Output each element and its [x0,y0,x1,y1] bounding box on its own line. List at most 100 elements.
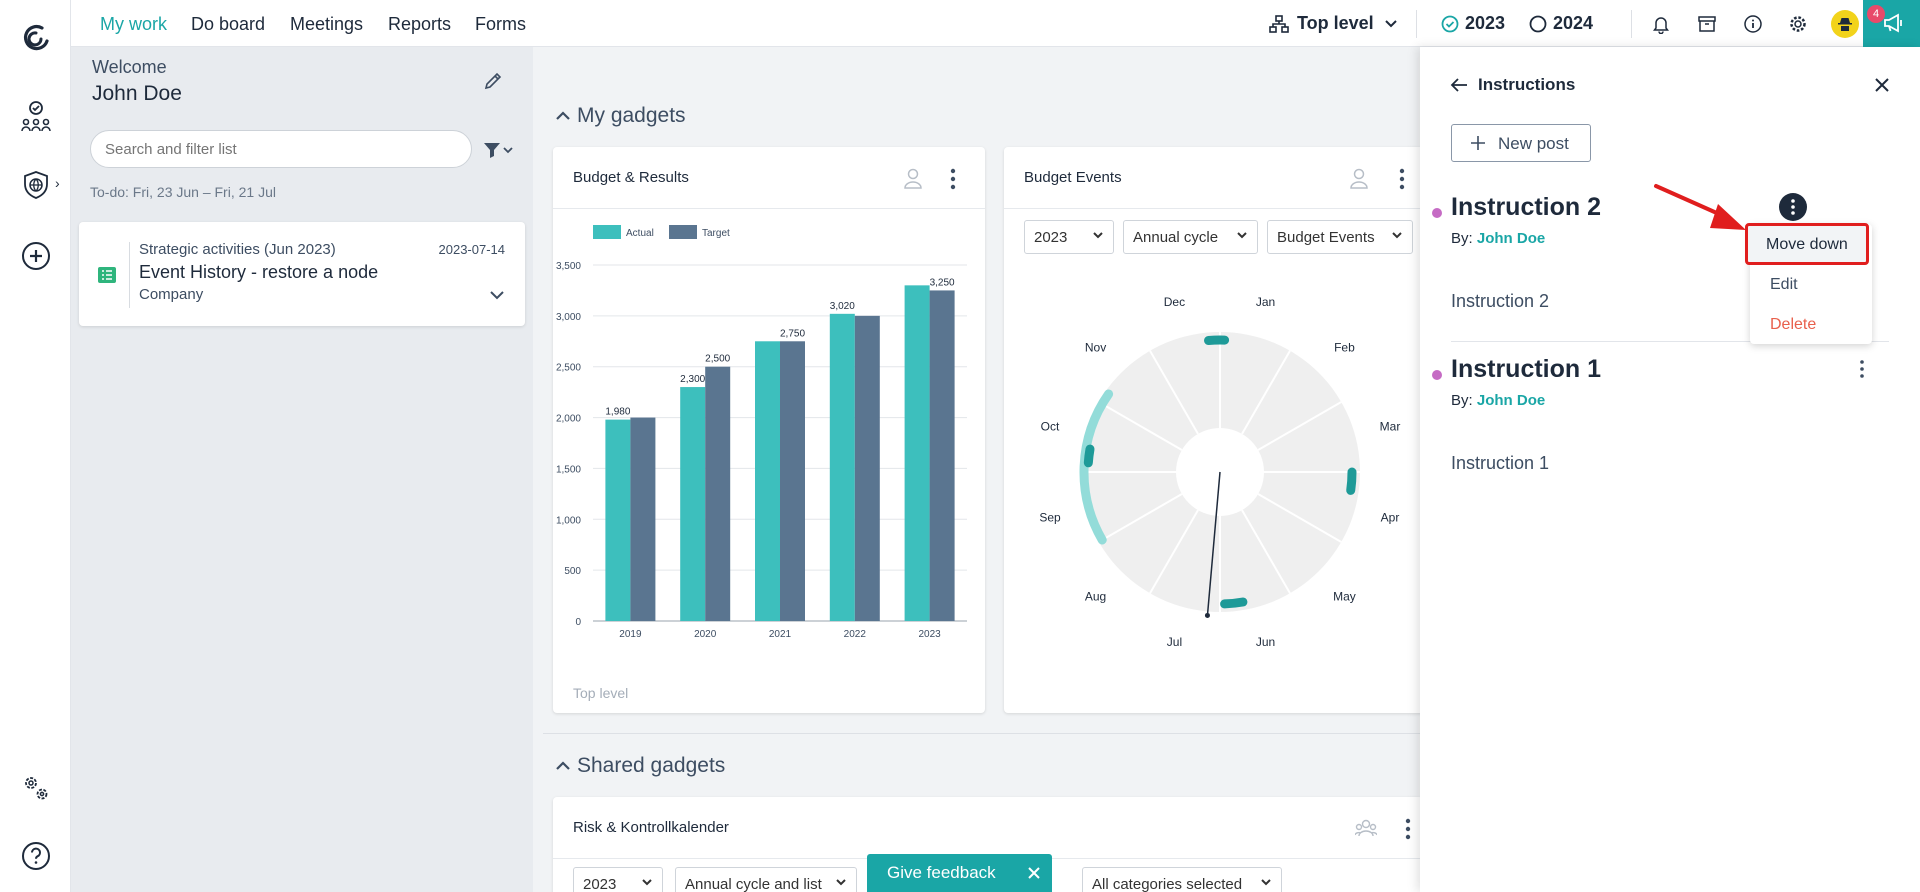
kebab-menu-icon[interactable] [1399,168,1405,190]
events-select[interactable]: Budget Events [1267,220,1413,254]
globe-shield-icon[interactable] [18,167,54,203]
close-icon[interactable] [1875,78,1889,92]
month-divider [1098,493,1183,543]
chevron-down-icon [642,879,652,886]
data-label: 2,750 [780,328,805,339]
collapse-chevron-icon[interactable] [555,760,571,772]
year-2023-label: 2023 [1465,13,1506,33]
data-label: 3,020 [830,301,855,312]
chevron-down-icon [836,879,846,886]
x-tick-label: 2021 [769,629,792,640]
delete-menu-item[interactable]: Delete [1750,308,1872,342]
nav-forms[interactable]: Forms [475,14,526,34]
panel-title: Instructions [1478,75,1576,94]
add-circle-icon[interactable] [18,238,54,274]
bell-icon[interactable] [1651,0,1671,47]
legend-swatch [593,225,621,239]
edit-pencil-icon[interactable] [483,71,503,91]
post-dot [1432,208,1442,218]
bar-target [630,417,656,621]
annotation-arrow-icon [1654,184,1746,230]
nav-do-board[interactable]: Do board [191,14,266,34]
risk-year-value: 2023 [583,876,617,892]
collapse-chevron-icon[interactable] [555,110,571,122]
team-goals-icon[interactable] [18,98,54,134]
post-author-link[interactable]: John Doe [1476,230,1546,247]
filter-icon[interactable] [482,140,514,160]
level-selector[interactable]: Top level [1269,0,1398,47]
y-tick-label: 2,000 [556,414,581,425]
bar-chart: 0 500 1,000 1,500 2,000 2,500 3,000 3,500 Actual… [556,225,967,640]
kebab-menu-icon[interactable] [950,168,956,190]
post-dot [1432,370,1442,380]
risk-categories-value: All categories selected [1092,876,1243,892]
app-sidebar: › [0,0,71,892]
archive-icon[interactable] [1697,0,1717,47]
risk-cycle-select[interactable]: Annual cycle and list [675,867,857,892]
expand-chevron-icon[interactable]: › [55,175,60,191]
bar-target [780,341,805,621]
kebab-menu-icon[interactable] [1859,360,1865,378]
period-arc [1079,389,1114,545]
instructions-panel: Instructions New post Instruction 2 By: … [1420,47,1920,892]
month-label: Nov [1085,341,1106,355]
chevron-down-icon [1093,232,1103,239]
y-tick-label: 1,500 [556,464,581,475]
post-title: Instruction 1 [1451,355,1602,383]
edit-menu-item[interactable]: Edit [1750,268,1872,302]
post-context-menu: Move down Edit Delete [1745,223,1872,344]
todo-range: To-do: Fri, 23 Jun – Fri, 21 Jul [90,184,276,200]
month-label: May [1333,589,1356,603]
give-feedback-button[interactable]: Give feedback [867,854,1052,892]
new-post-button[interactable]: New post [1451,124,1591,162]
year-2024-label: 2024 [1553,13,1594,33]
person-icon[interactable] [1349,168,1369,190]
task-title[interactable]: Event History - restore a node [139,262,379,282]
y-tick-label: 500 [564,566,581,577]
x-tick-label: 2022 [844,629,867,640]
list-icon [98,267,116,283]
cycle-select[interactable]: Annual cycle [1123,220,1258,254]
empty-circle-icon [1529,15,1547,32]
info-icon[interactable] [1743,0,1763,47]
legend-label: Actual [626,228,654,239]
legend-label: Target [702,228,730,239]
chevron-down-icon [1261,879,1271,886]
user-avatar[interactable] [1831,0,1859,47]
feedback-label: Give feedback [887,863,996,882]
help-icon[interactable] [18,838,54,874]
task-date: 2023-07-14 [438,242,506,257]
bar-actual [904,285,930,621]
app-logo-icon[interactable] [18,20,54,56]
post-author-link[interactable]: John Doe [1476,392,1546,409]
person-icon[interactable] [903,168,923,190]
gear-icon[interactable] [1788,0,1808,47]
year-2023-toggle[interactable]: 2023 [1441,0,1505,47]
annual-cycle-wheel[interactable]: Jan Feb Mar Apr May Jun Jul Aug Sep Oct Nov Dec [1004,267,1424,707]
back-arrow-icon[interactable] [1450,77,1468,93]
y-tick-label: 0 [575,617,581,628]
announcements-button[interactable]: 4 [1863,0,1920,47]
kebab-menu-icon[interactable] [1405,818,1411,840]
chevron-down-icon [1237,232,1247,239]
year-2024-toggle[interactable]: 2024 [1529,0,1593,47]
nav-meetings[interactable]: Meetings [290,14,364,34]
risk-categories-select[interactable]: All categories selected [1082,867,1282,892]
y-tick-label: 2,500 [556,363,581,374]
settings-gears-icon[interactable] [18,770,54,806]
risk-year-select[interactable]: 2023 [573,867,663,892]
month-label: Feb [1334,341,1355,355]
close-icon[interactable] [1028,867,1040,879]
nav-reports[interactable]: Reports [388,14,452,34]
month-divider [1149,509,1199,594]
move-down-menu-item[interactable]: Move down [1745,223,1869,265]
expand-chevron-down-icon[interactable] [489,290,505,300]
search-input[interactable] [90,130,472,168]
task-card[interactable]: Strategic activities (Jun 2023) 2023-07-… [79,222,525,326]
cycle-select-value: Annual cycle [1133,229,1219,246]
nav-my-work[interactable]: My work [100,14,167,34]
post-menu-button[interactable] [1779,193,1807,221]
by-label: By: [1451,230,1473,247]
group-icon[interactable] [1355,818,1377,838]
year-select[interactable]: 2023 [1024,220,1114,254]
